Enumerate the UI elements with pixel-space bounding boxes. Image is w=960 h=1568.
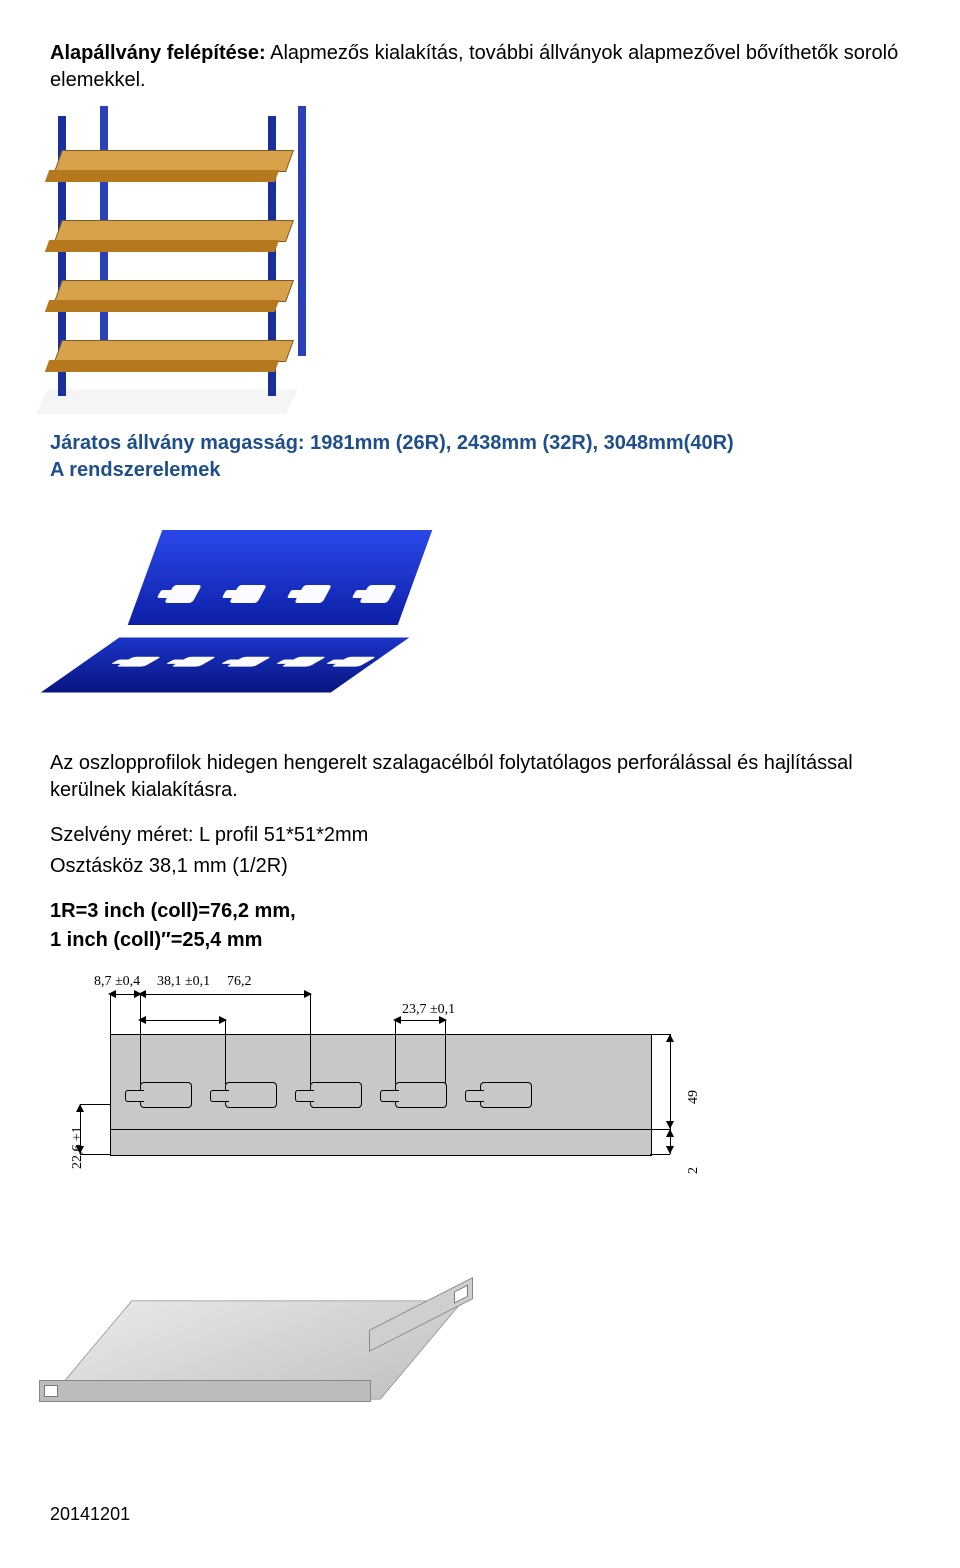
- shelving-illustration: [50, 112, 910, 412]
- dim-49: 49: [686, 1090, 702, 1104]
- profile-paragraph: Az oszlopprofilok hidegen hengerelt szal…: [50, 750, 910, 804]
- intro-heading-bold: Alapállvány felépítése:: [50, 42, 266, 64]
- dim-23-7: 23,7 ±0,1: [400, 1002, 457, 1018]
- dim-38-1: 38,1 ±0,1: [155, 974, 212, 990]
- dim-8-7: 8,7 ±0,4: [92, 974, 142, 990]
- dim-22-6: 22,6 ±1: [70, 1126, 86, 1169]
- dim-76-2: 76,2: [225, 974, 254, 990]
- section-size-value: profil 51*51*2mm: [209, 824, 368, 846]
- system-elements-label: A rendszerelemek: [50, 459, 910, 482]
- heights-line: Járatos állvány magasság: 1981mm (26R), …: [50, 432, 910, 455]
- technical-drawing: 8,7 ±0,4 76,2 38,1 ±0,1 23,7 ±0,1 49 2 2…: [50, 974, 690, 1204]
- r-line-1: 1R=3 inch (coll)=76,2 mm,: [50, 898, 910, 925]
- pitch-line: Osztásköz 38,1 mm (1/2R): [50, 853, 910, 880]
- panel-illustration: [50, 1244, 910, 1454]
- intro-paragraph: Alapállvány felépítése: Alapmezős kialak…: [50, 40, 910, 94]
- dim-2: 2: [686, 1167, 702, 1174]
- section-size-label: Szelvény méret:: [50, 824, 199, 846]
- section-size-line: Szelvény méret: L profil 51*51*2mm: [50, 822, 910, 849]
- footer-date: 20141201: [50, 1504, 910, 1525]
- r-line-2: 1 inch (coll)″=25,4 mm: [50, 927, 910, 954]
- l-profile-illustration: [50, 500, 910, 730]
